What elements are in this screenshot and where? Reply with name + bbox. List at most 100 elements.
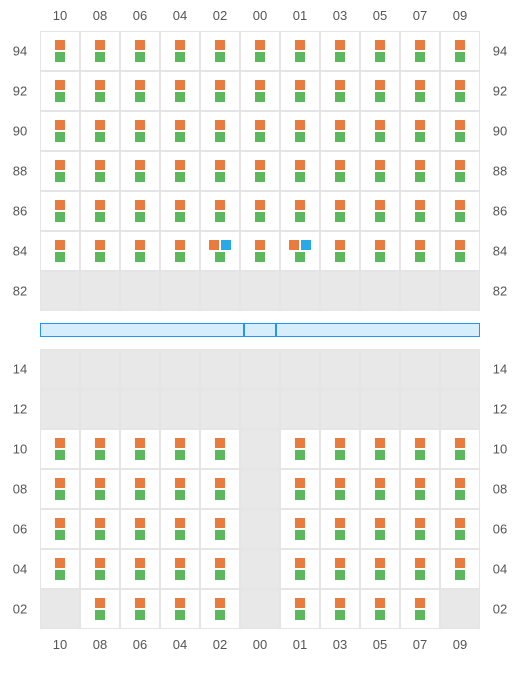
rack-cell[interactable] [320, 389, 360, 429]
rack-cell[interactable] [400, 111, 440, 151]
rack-cell[interactable] [440, 589, 480, 629]
rack-cell[interactable] [320, 469, 360, 509]
rack-cell[interactable] [200, 429, 240, 469]
rack-cell[interactable] [80, 389, 120, 429]
rack-cell[interactable] [400, 231, 440, 271]
rack-cell[interactable] [120, 349, 160, 389]
rack-cell[interactable] [80, 151, 120, 191]
rack-cell[interactable] [40, 389, 80, 429]
rack-cell[interactable] [200, 31, 240, 71]
rack-cell[interactable] [120, 151, 160, 191]
rack-cell[interactable] [120, 111, 160, 151]
rack-cell[interactable] [160, 549, 200, 589]
rack-cell[interactable] [280, 111, 320, 151]
rack-cell[interactable] [440, 191, 480, 231]
rack-cell[interactable] [240, 429, 280, 469]
rack-cell[interactable] [200, 151, 240, 191]
rack-cell[interactable] [280, 271, 320, 311]
rack-cell[interactable] [440, 389, 480, 429]
rack-cell[interactable] [80, 31, 120, 71]
rack-cell[interactable] [80, 111, 120, 151]
rack-cell[interactable] [320, 111, 360, 151]
rack-cell[interactable] [440, 509, 480, 549]
rack-cell[interactable] [80, 469, 120, 509]
rack-cell[interactable] [200, 349, 240, 389]
rack-cell[interactable] [320, 589, 360, 629]
rack-cell[interactable] [360, 71, 400, 111]
rack-cell[interactable] [40, 271, 80, 311]
rack-cell[interactable] [40, 549, 80, 589]
rack-cell[interactable] [280, 389, 320, 429]
rack-cell[interactable] [120, 549, 160, 589]
rack-cell[interactable] [120, 271, 160, 311]
rack-cell[interactable] [360, 469, 400, 509]
rack-cell[interactable] [280, 549, 320, 589]
rack-cell[interactable] [160, 111, 200, 151]
rack-cell[interactable] [200, 71, 240, 111]
rack-cell[interactable] [400, 271, 440, 311]
rack-cell[interactable] [400, 389, 440, 429]
rack-cell[interactable] [80, 549, 120, 589]
rack-cell[interactable] [240, 509, 280, 549]
rack-cell[interactable] [240, 389, 280, 429]
rack-cell[interactable] [120, 231, 160, 271]
rack-cell[interactable] [40, 469, 80, 509]
rack-cell[interactable] [40, 151, 80, 191]
rack-cell[interactable] [160, 589, 200, 629]
rack-cell[interactable] [440, 71, 480, 111]
rack-cell[interactable] [240, 469, 280, 509]
rack-cell[interactable] [240, 231, 280, 271]
rack-cell[interactable] [400, 549, 440, 589]
rack-cell[interactable] [160, 71, 200, 111]
rack-cell[interactable] [440, 429, 480, 469]
rack-cell[interactable] [280, 71, 320, 111]
rack-cell[interactable] [320, 509, 360, 549]
rack-cell[interactable] [240, 71, 280, 111]
rack-cell[interactable] [40, 31, 80, 71]
rack-cell[interactable] [200, 549, 240, 589]
rack-cell[interactable] [40, 71, 80, 111]
rack-cell[interactable] [40, 429, 80, 469]
rack-cell[interactable] [440, 349, 480, 389]
rack-cell[interactable] [240, 549, 280, 589]
rack-cell[interactable] [160, 389, 200, 429]
rack-cell[interactable] [240, 589, 280, 629]
rack-cell[interactable] [160, 349, 200, 389]
rack-cell[interactable] [240, 151, 280, 191]
rack-cell[interactable] [280, 509, 320, 549]
rack-cell[interactable] [80, 509, 120, 549]
rack-cell[interactable] [200, 231, 240, 271]
rack-cell[interactable] [360, 589, 400, 629]
rack-cell[interactable] [440, 31, 480, 71]
rack-cell[interactable] [400, 589, 440, 629]
rack-cell[interactable] [80, 429, 120, 469]
rack-cell[interactable] [120, 31, 160, 71]
rack-cell[interactable] [160, 231, 200, 271]
rack-cell[interactable] [160, 31, 200, 71]
rack-cell[interactable] [320, 31, 360, 71]
rack-cell[interactable] [80, 191, 120, 231]
rack-cell[interactable] [280, 31, 320, 71]
rack-cell[interactable] [280, 151, 320, 191]
rack-cell[interactable] [320, 429, 360, 469]
rack-cell[interactable] [360, 509, 400, 549]
rack-cell[interactable] [160, 509, 200, 549]
rack-cell[interactable] [160, 469, 200, 509]
rack-cell[interactable] [40, 111, 80, 151]
rack-cell[interactable] [120, 389, 160, 429]
rack-cell[interactable] [280, 191, 320, 231]
rack-cell[interactable] [80, 589, 120, 629]
rack-cell[interactable] [200, 509, 240, 549]
rack-cell[interactable] [400, 31, 440, 71]
rack-cell[interactable] [80, 271, 120, 311]
rack-cell[interactable] [320, 151, 360, 191]
rack-cell[interactable] [320, 231, 360, 271]
rack-cell[interactable] [240, 349, 280, 389]
rack-cell[interactable] [400, 71, 440, 111]
rack-cell[interactable] [40, 349, 80, 389]
rack-cell[interactable] [360, 271, 400, 311]
rack-cell[interactable] [80, 71, 120, 111]
rack-cell[interactable] [360, 111, 400, 151]
rack-cell[interactable] [320, 71, 360, 111]
rack-cell[interactable] [280, 469, 320, 509]
